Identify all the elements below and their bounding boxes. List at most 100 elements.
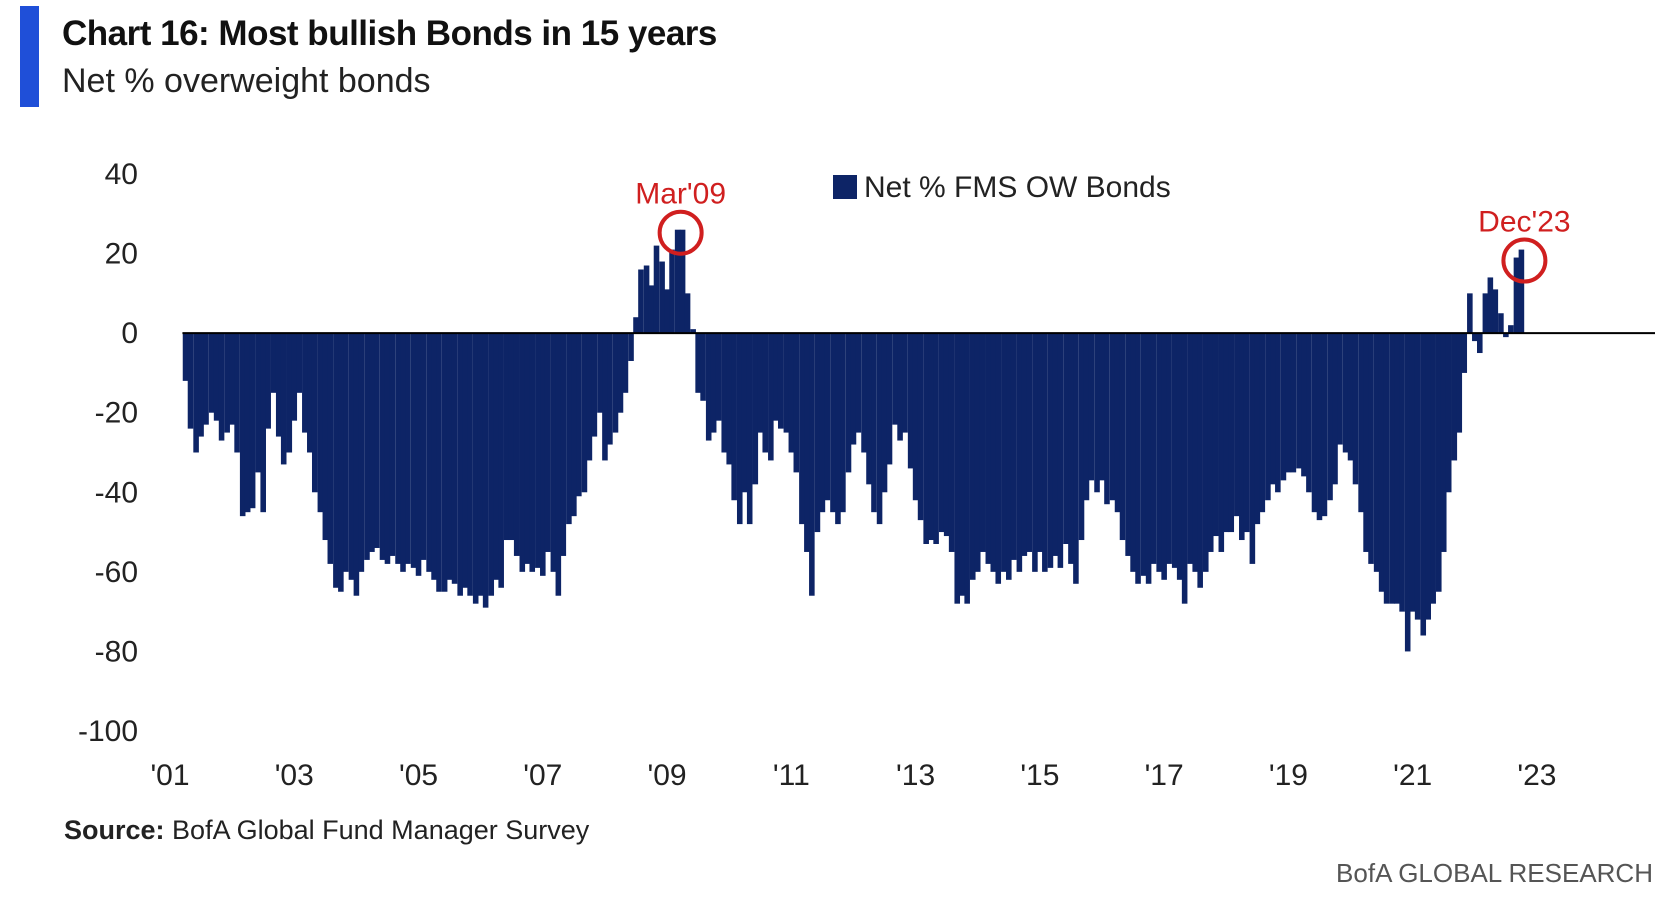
bar [752, 333, 759, 485]
bar [928, 333, 934, 541]
bar [995, 333, 1002, 584]
bar [990, 333, 997, 572]
bar [1099, 333, 1105, 481]
bar [503, 333, 510, 541]
bar [535, 333, 541, 568]
bar [462, 333, 468, 588]
bar [280, 333, 287, 465]
bar [519, 333, 526, 572]
bar [824, 333, 831, 501]
bar [291, 333, 298, 421]
y-tick-label: -60 [95, 556, 138, 589]
bar [1498, 313, 1504, 334]
bar [1140, 333, 1147, 576]
bar [1073, 333, 1079, 584]
bar [1104, 333, 1110, 505]
bar [768, 333, 774, 461]
bar [607, 333, 613, 445]
bar [773, 333, 779, 421]
bar [239, 333, 246, 517]
bar [467, 333, 473, 596]
bar [643, 265, 650, 334]
bar [943, 333, 950, 537]
bar [814, 333, 821, 533]
y-axis: 40 20 0 -20 -40 -60 -80 -100 [78, 158, 138, 748]
bar [721, 333, 728, 453]
bar [322, 333, 329, 541]
bar [441, 333, 448, 592]
x-tick-label: '23 [1517, 759, 1556, 792]
bar [855, 333, 862, 433]
bar [715, 333, 722, 421]
bar [560, 333, 567, 556]
accent-bar [20, 6, 39, 107]
bar [1078, 333, 1085, 541]
bar [446, 333, 453, 580]
x-tick-label: '13 [896, 759, 935, 792]
bar [1482, 293, 1489, 334]
bar [1254, 333, 1261, 525]
bar [296, 333, 303, 393]
x-tick-label: '21 [1393, 759, 1432, 792]
bar [1425, 333, 1431, 620]
bar [917, 333, 924, 521]
bar [1352, 333, 1359, 485]
bar [762, 333, 769, 453]
bar [659, 261, 665, 334]
bar [198, 333, 204, 437]
bar [1010, 333, 1017, 560]
bar [1285, 333, 1292, 473]
bar [1358, 333, 1364, 513]
bar [1337, 333, 1343, 445]
bar [1461, 333, 1468, 373]
bar [1327, 333, 1333, 501]
chart-title: Chart 16: Most bullish Bonds in 15 years [62, 14, 717, 53]
bar [591, 333, 598, 437]
bar [1171, 333, 1178, 568]
bar [1321, 333, 1328, 517]
bar [410, 333, 417, 568]
bar [1290, 333, 1297, 473]
bar [234, 333, 240, 453]
bar [457, 333, 463, 596]
bar [1311, 333, 1318, 513]
bar [187, 333, 194, 429]
annotation-label: Dec'23 [1478, 206, 1570, 239]
bar [338, 333, 344, 592]
bar [1368, 333, 1374, 564]
bar [389, 333, 396, 556]
source-line: Source: BofA Global Fund Manager Survey [64, 815, 589, 846]
bar [897, 333, 903, 441]
annotation-circle [1501, 237, 1548, 284]
bar [1228, 333, 1235, 533]
bar [948, 333, 955, 552]
bar [1383, 333, 1390, 604]
bar [1430, 333, 1436, 604]
bar [819, 333, 826, 513]
y-tick-label: 0 [121, 317, 138, 350]
bar [912, 333, 919, 501]
bar [311, 333, 318, 493]
bar [1083, 333, 1090, 501]
bar [886, 333, 893, 465]
bar [1192, 333, 1198, 572]
bar [586, 333, 593, 461]
x-axis: '01 '03 '05 '07 '09 '11 '13 '15 '17 '19 '21 '23 [150, 759, 1556, 792]
bar [1389, 333, 1395, 604]
bar [571, 333, 577, 517]
bar [845, 333, 852, 473]
bar [1068, 333, 1074, 564]
bar [1280, 333, 1287, 481]
y-tick-label: 20 [105, 238, 138, 271]
bar [959, 333, 965, 596]
bar [1223, 333, 1230, 533]
bar [260, 333, 266, 513]
bar [736, 333, 743, 525]
bar [286, 333, 293, 453]
bar [954, 333, 961, 604]
bar [1207, 333, 1214, 552]
annotation-label: Mar'09 [635, 178, 726, 211]
bar [255, 333, 262, 473]
bar [451, 333, 458, 584]
bar [979, 333, 986, 552]
